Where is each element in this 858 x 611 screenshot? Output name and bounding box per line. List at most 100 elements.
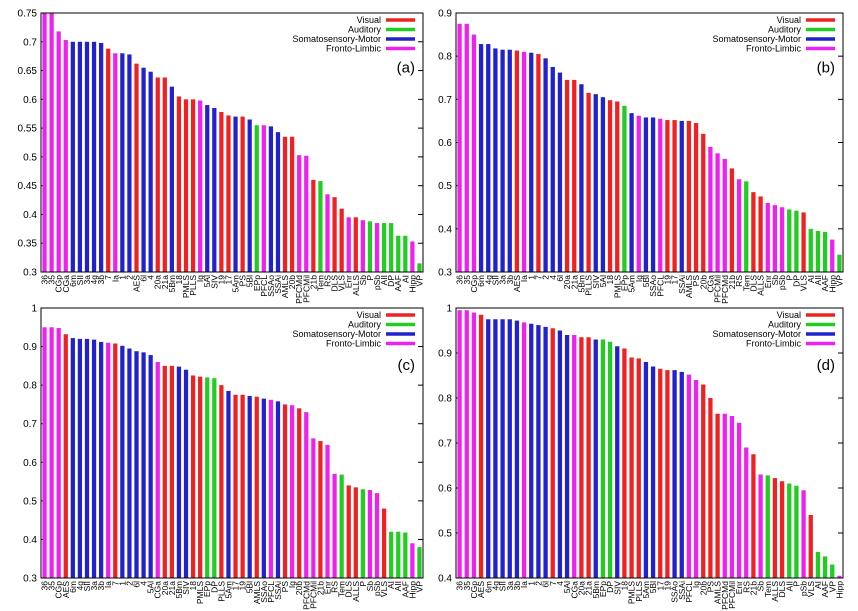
bar xyxy=(521,322,527,578)
x-tick-label: 19 xyxy=(238,581,248,591)
x-tick-label: 20b xyxy=(698,275,708,289)
x-tick-label: 21a xyxy=(584,581,594,595)
bar xyxy=(457,310,462,578)
x-tick-label: PFCMil xyxy=(301,275,311,303)
x-tick-label: 2 xyxy=(541,275,551,280)
bar xyxy=(297,408,302,578)
x-tick-label: 21b xyxy=(308,275,318,289)
bar xyxy=(183,369,189,578)
bar xyxy=(751,454,756,578)
x-tick-label: 20b xyxy=(698,581,708,595)
y-tick-label: 0.5 xyxy=(23,152,37,163)
x-tick-label: 20a xyxy=(576,581,586,595)
x-tick-label: Hipp xyxy=(834,581,844,599)
x-tick-label: 5Bm xyxy=(576,275,586,292)
y-tick-label: 0.7 xyxy=(23,37,37,48)
bar xyxy=(744,181,749,272)
x-tick-label: 21a xyxy=(167,581,177,595)
bar xyxy=(311,438,316,578)
x-tick-label: 36 xyxy=(40,581,50,591)
x-tick-label: 35 xyxy=(47,275,57,285)
bar xyxy=(290,405,295,578)
x-tick-label: 19 xyxy=(216,275,226,285)
bar xyxy=(600,97,606,272)
x-tick-label: 20a xyxy=(160,581,170,595)
bar xyxy=(268,399,274,578)
bar xyxy=(765,202,770,272)
x-tick-label: 4g xyxy=(75,581,85,591)
bar xyxy=(162,77,167,272)
x-tick-label: AAF xyxy=(820,581,830,598)
x-tick-label: 21b xyxy=(748,581,758,595)
x-tick-label: PFCMd xyxy=(294,275,304,304)
bar xyxy=(205,105,210,272)
x-tick-label: 2 xyxy=(533,581,543,586)
x-tick-label: SSAo xyxy=(259,581,269,603)
bar xyxy=(572,335,577,578)
bar xyxy=(297,155,302,272)
x-tick-label: PFCL xyxy=(655,275,665,297)
x-tick-label: SIV xyxy=(209,275,219,289)
x-tick-label: VLS xyxy=(799,275,809,291)
y-tick-label: 0.4 xyxy=(438,224,452,235)
bar xyxy=(339,474,344,578)
bar xyxy=(148,71,153,272)
bar xyxy=(457,23,462,272)
x-tick-label: 5Al xyxy=(202,275,212,287)
x-tick-label: 3a xyxy=(498,275,508,285)
x-tick-label: PMLS xyxy=(181,275,191,298)
x-tick-label: 3b xyxy=(505,275,515,285)
x-tick-label: CGp xyxy=(469,581,479,599)
x-tick-label: 3b xyxy=(96,275,106,285)
bar xyxy=(464,23,469,272)
bar xyxy=(679,120,684,273)
x-tick-label: AES xyxy=(132,275,142,292)
x-tick-label: AMLS xyxy=(684,275,694,298)
x-tick-label: ALLS xyxy=(351,275,361,296)
x-tick-label: SIV xyxy=(612,581,622,595)
x-tick-label: 6l xyxy=(139,275,149,282)
y-tick-label: 0.3 xyxy=(23,574,37,585)
bar xyxy=(572,79,577,273)
bar xyxy=(254,396,259,578)
y-tick-label: 0.8 xyxy=(438,394,452,405)
bar xyxy=(176,366,182,578)
bar xyxy=(779,207,785,272)
bar xyxy=(134,63,139,272)
bar xyxy=(169,365,174,578)
x-tick-label: AII xyxy=(379,275,389,285)
bar xyxy=(808,228,813,272)
bar xyxy=(622,105,627,272)
bar xyxy=(478,44,484,272)
x-tick-label: 5Bl xyxy=(648,581,658,593)
bar xyxy=(63,334,68,578)
bar xyxy=(521,51,527,272)
x-tick-label: 4g xyxy=(483,275,493,285)
bar xyxy=(99,341,104,578)
x-tick-label: 5Am xyxy=(641,581,651,598)
bar xyxy=(374,223,380,272)
bar xyxy=(63,40,68,272)
bar xyxy=(794,485,799,578)
bar xyxy=(396,235,401,272)
bar xyxy=(275,401,281,578)
bar xyxy=(226,115,231,273)
y-tick-label: 0.4 xyxy=(23,535,37,546)
bar xyxy=(219,111,224,273)
bar xyxy=(579,84,584,272)
bar xyxy=(49,327,54,578)
legend-label: Auditory xyxy=(768,320,802,330)
bar xyxy=(396,531,401,578)
x-tick-label: 36 xyxy=(40,275,50,285)
x-tick-label: 5Al xyxy=(598,275,608,287)
x-tick-label: 21b xyxy=(727,275,737,289)
bar xyxy=(346,217,351,272)
x-tick-label: SSAi xyxy=(677,275,687,294)
bar xyxy=(536,54,541,273)
x-tick-label: RS xyxy=(330,581,340,593)
x-tick-label: 17 xyxy=(655,581,665,591)
x-tick-label: 3a xyxy=(82,275,92,285)
x-tick-label: PMLS xyxy=(627,581,637,604)
bar xyxy=(600,339,606,578)
bar xyxy=(410,241,415,272)
